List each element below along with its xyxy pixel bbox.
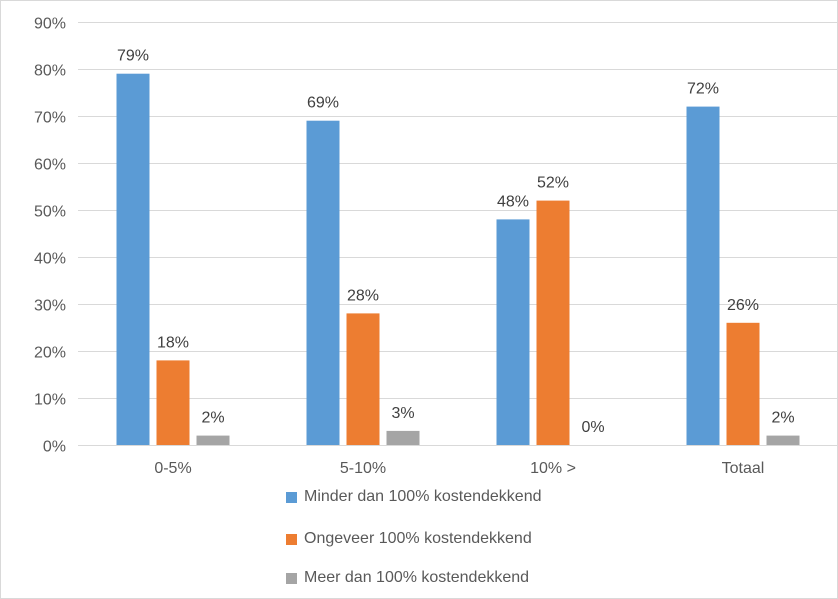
- x-tick-label: 0-5%: [154, 460, 191, 477]
- data-label: 2%: [771, 410, 794, 427]
- bar: [386, 430, 420, 445]
- y-tick-label: 90%: [34, 16, 66, 33]
- y-tick-label: 40%: [34, 251, 66, 268]
- y-tick-label: 60%: [34, 157, 66, 174]
- data-label: 3%: [391, 405, 414, 422]
- data-label: 2%: [201, 410, 224, 427]
- legend-swatch: [286, 533, 297, 545]
- legend-item-minder: Minder dan 100% kostendekkend: [286, 488, 542, 506]
- y-tick-label: 70%: [34, 110, 66, 127]
- legend-item-meer: Meer dan 100% kostendekkend: [286, 569, 529, 587]
- bar: [766, 435, 800, 445]
- y-tick-label: 80%: [34, 63, 66, 80]
- y-tick-label: 50%: [34, 204, 66, 221]
- legend-label: Ongeveer 100% kostendekkend: [304, 530, 532, 547]
- y-tick-label: 30%: [34, 298, 66, 315]
- bars: [116, 73, 800, 445]
- legend-item-ongeveer: Ongeveer 100% kostendekkend: [286, 530, 532, 548]
- legend-label: Minder dan 100% kostendekkend: [304, 488, 542, 505]
- y-tick-label: 0%: [43, 439, 66, 456]
- x-tick-label: 5-10%: [340, 460, 386, 477]
- bar: [346, 313, 380, 445]
- legend-swatch: [286, 491, 297, 503]
- bar: [686, 106, 720, 445]
- bar: [116, 73, 150, 445]
- y-tick-label: 10%: [34, 392, 66, 409]
- bar: [536, 200, 570, 445]
- data-label: 26%: [727, 297, 759, 314]
- bar: [496, 219, 530, 445]
- data-label: 52%: [537, 175, 569, 192]
- data-label: 28%: [347, 287, 379, 304]
- y-tick-label: 20%: [34, 345, 66, 362]
- data-label: 69%: [307, 95, 339, 112]
- legend-label: Meer dan 100% kostendekkend: [304, 569, 530, 586]
- legend-swatch: [286, 572, 297, 584]
- x-axis-ticks: 0-5% 5-10% 10% > Totaal: [154, 460, 764, 477]
- x-tick-label: Totaal: [722, 460, 765, 477]
- bar: [196, 435, 230, 445]
- bar: [156, 360, 190, 445]
- bar: [726, 322, 760, 445]
- data-label: 72%: [687, 81, 719, 98]
- x-tick-label: 10% >: [530, 460, 576, 477]
- data-label: 0%: [581, 419, 604, 436]
- data-label: 48%: [497, 193, 529, 210]
- data-labels: 79% 18% 2% 69% 28% 3% 48% 52% 0% 72% 26% 2%: [117, 48, 795, 436]
- bar: [306, 120, 340, 445]
- y-axis-ticks: 0% 10% 20% 30% 40% 50% 60% 70% 80% 90%: [34, 16, 66, 456]
- data-label: 18%: [157, 334, 189, 351]
- data-label: 79%: [117, 48, 149, 65]
